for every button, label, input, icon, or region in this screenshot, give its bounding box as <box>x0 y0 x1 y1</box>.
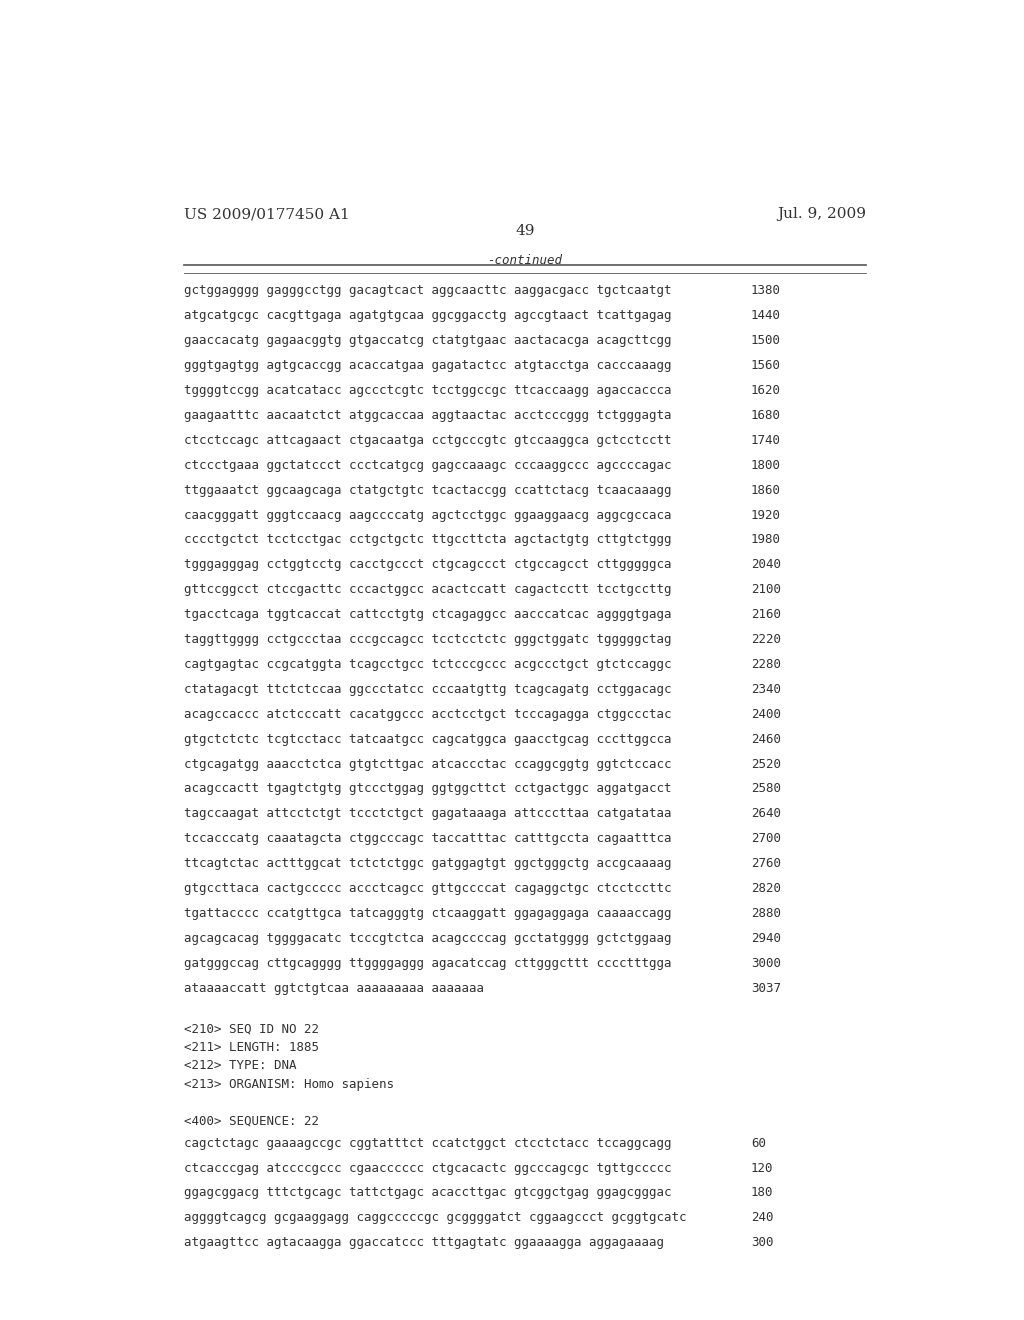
Text: 1740: 1740 <box>751 434 781 447</box>
Text: <211> LENGTH: 1885: <211> LENGTH: 1885 <box>183 1041 318 1055</box>
Text: 180: 180 <box>751 1187 773 1200</box>
Text: ctgcagatgg aaacctctca gtgtcttgac atcaccctac ccaggcggtg ggtctccacc: ctgcagatgg aaacctctca gtgtcttgac atcaccc… <box>183 758 671 771</box>
Text: agcagcacag tggggacatc tcccgtctca acagccccag gcctatgggg gctctggaag: agcagcacag tggggacatc tcccgtctca acagccc… <box>183 932 671 945</box>
Text: 2520: 2520 <box>751 758 781 771</box>
Text: gaagaatttc aacaatctct atggcaccaa aggtaactac acctcccggg tctgggagta: gaagaatttc aacaatctct atggcaccaa aggtaac… <box>183 409 671 422</box>
Text: gatgggccag cttgcagggg ttggggaggg agacatccag cttgggcttt cccctttgga: gatgggccag cttgcagggg ttggggaggg agacatc… <box>183 957 671 970</box>
Text: gtgctctctc tcgtcctacc tatcaatgcc cagcatggca gaacctgcag cccttggcca: gtgctctctc tcgtcctacc tatcaatgcc cagcatg… <box>183 733 671 746</box>
Text: gaaccacatg gagaacggtg gtgaccatcg ctatgtgaac aactacacga acagcttcgg: gaaccacatg gagaacggtg gtgaccatcg ctatgtg… <box>183 334 671 347</box>
Text: cagctctagc gaaaagccgc cggtatttct ccatctggct ctcctctacc tccaggcagg: cagctctagc gaaaagccgc cggtatttct ccatctg… <box>183 1137 671 1150</box>
Text: 120: 120 <box>751 1162 773 1175</box>
Text: 2760: 2760 <box>751 857 781 870</box>
Text: tgacctcaga tggtcaccat cattcctgtg ctcagaggcc aacccatcac aggggtgaga: tgacctcaga tggtcaccat cattcctgtg ctcagag… <box>183 609 671 622</box>
Text: 2580: 2580 <box>751 783 781 796</box>
Text: 1800: 1800 <box>751 459 781 471</box>
Text: 1560: 1560 <box>751 359 781 372</box>
Text: ataaaaccatt ggtctgtcaa aaaaaaaaa aaaaaaa: ataaaaccatt ggtctgtcaa aaaaaaaaa aaaaaaa <box>183 982 483 995</box>
Text: ttcagtctac actttggcat tctctctggc gatggagtgt ggctgggctg accgcaaaag: ttcagtctac actttggcat tctctctggc gatggag… <box>183 857 671 870</box>
Text: gggtgagtgg agtgcaccgg acaccatgaa gagatactcc atgtacctga cacccaaagg: gggtgagtgg agtgcaccgg acaccatgaa gagatac… <box>183 359 671 372</box>
Text: atgcatgcgc cacgttgaga agatgtgcaa ggcggacctg agccgtaact tcattgagag: atgcatgcgc cacgttgaga agatgtgcaa ggcggac… <box>183 309 671 322</box>
Text: 2820: 2820 <box>751 882 781 895</box>
Text: 1620: 1620 <box>751 384 781 397</box>
Text: atgaagttcc agtacaagga ggaccatccc tttgagtatc ggaaaagga aggagaaaag: atgaagttcc agtacaagga ggaccatccc tttgagt… <box>183 1237 664 1249</box>
Text: aggggtcagcg gcgaaggagg caggcccccgc gcggggatct cggaagccct gcggtgcatc: aggggtcagcg gcgaaggagg caggcccccgc gcggg… <box>183 1212 686 1225</box>
Text: ttggaaatct ggcaagcaga ctatgctgtc tcactaccgg ccattctacg tcaacaaagg: ttggaaatct ggcaagcaga ctatgctgtc tcactac… <box>183 483 671 496</box>
Text: 2040: 2040 <box>751 558 781 572</box>
Text: 2640: 2640 <box>751 808 781 820</box>
Text: 1440: 1440 <box>751 309 781 322</box>
Text: 1860: 1860 <box>751 483 781 496</box>
Text: 2160: 2160 <box>751 609 781 622</box>
Text: acagccactt tgagtctgtg gtccctggag ggtggcttct cctgactggc aggatgacct: acagccactt tgagtctgtg gtccctggag ggtggct… <box>183 783 671 796</box>
Text: 3000: 3000 <box>751 957 781 970</box>
Text: 300: 300 <box>751 1237 773 1249</box>
Text: 1680: 1680 <box>751 409 781 422</box>
Text: <213> ORGANISM: Homo sapiens: <213> ORGANISM: Homo sapiens <box>183 1077 393 1090</box>
Text: Jul. 9, 2009: Jul. 9, 2009 <box>777 207 866 222</box>
Text: ctcctccagc attcagaact ctgacaatga cctgcccgtc gtccaaggca gctcctcctt: ctcctccagc attcagaact ctgacaatga cctgccc… <box>183 434 671 447</box>
Text: 3037: 3037 <box>751 982 781 995</box>
Text: 2940: 2940 <box>751 932 781 945</box>
Text: taggttgggg cctgccctaa cccgccagcc tcctcctctc gggctggatc tgggggctag: taggttgggg cctgccctaa cccgccagcc tcctcct… <box>183 634 671 645</box>
Text: gttccggcct ctccgacttc cccactggcc acactccatt cagactcctt tcctgccttg: gttccggcct ctccgacttc cccactggcc acactcc… <box>183 583 671 597</box>
Text: tccacccatg caaatagcta ctggcccagc taccatttac catttgccta cagaatttca: tccacccatg caaatagcta ctggcccagc taccatt… <box>183 833 671 845</box>
Text: 2700: 2700 <box>751 833 781 845</box>
Text: 2880: 2880 <box>751 907 781 920</box>
Text: acagccaccc atctcccatt cacatggccc acctcctgct tcccagagga ctggccctac: acagccaccc atctcccatt cacatggccc acctcct… <box>183 708 671 721</box>
Text: <400> SEQUENCE: 22: <400> SEQUENCE: 22 <box>183 1114 318 1127</box>
Text: tggggtccgg acatcatacc agccctcgtc tcctggccgc ttcaccaagg agaccaccca: tggggtccgg acatcatacc agccctcgtc tcctggc… <box>183 384 671 397</box>
Text: 49: 49 <box>515 224 535 239</box>
Text: 60: 60 <box>751 1137 766 1150</box>
Text: 1500: 1500 <box>751 334 781 347</box>
Text: <212> TYPE: DNA: <212> TYPE: DNA <box>183 1060 296 1072</box>
Text: ctccctgaaa ggctatccct ccctcatgcg gagccaaagc cccaaggccc agccccagac: ctccctgaaa ggctatccct ccctcatgcg gagccaa… <box>183 459 671 471</box>
Text: ggagcggacg tttctgcagc tattctgagc acaccttgac gtcggctgag ggagcgggac: ggagcggacg tttctgcagc tattctgagc acacctt… <box>183 1187 671 1200</box>
Text: tgggagggag cctggtcctg cacctgccct ctgcagccct ctgccagcct cttgggggca: tgggagggag cctggtcctg cacctgccct ctgcagc… <box>183 558 671 572</box>
Text: tgattacccc ccatgttgca tatcagggtg ctcaaggatt ggagaggaga caaaaccagg: tgattacccc ccatgttgca tatcagggtg ctcaagg… <box>183 907 671 920</box>
Text: 1920: 1920 <box>751 508 781 521</box>
Text: 2460: 2460 <box>751 733 781 746</box>
Text: cccctgctct tcctcctgac cctgctgctc ttgccttcta agctactgtg cttgtctggg: cccctgctct tcctcctgac cctgctgctc ttgcctt… <box>183 533 671 546</box>
Text: ctcacccgag atccccgccc cgaacccccc ctgcacactc ggcccagcgc tgttgccccc: ctcacccgag atccccgccc cgaacccccc ctgcaca… <box>183 1162 671 1175</box>
Text: 2100: 2100 <box>751 583 781 597</box>
Text: 2340: 2340 <box>751 682 781 696</box>
Text: cagtgagtac ccgcatggta tcagcctgcc tctcccgccc acgccctgct gtctccaggc: cagtgagtac ccgcatggta tcagcctgcc tctcccg… <box>183 657 671 671</box>
Text: 2400: 2400 <box>751 708 781 721</box>
Text: gtgccttaca cactgccccc accctcagcc gttgccccat cagaggctgc ctcctccttc: gtgccttaca cactgccccc accctcagcc gttgccc… <box>183 882 671 895</box>
Text: 1380: 1380 <box>751 284 781 297</box>
Text: tagccaagat attcctctgt tccctctgct gagataaaga attcccttaa catgatataa: tagccaagat attcctctgt tccctctgct gagataa… <box>183 808 671 820</box>
Text: 240: 240 <box>751 1212 773 1225</box>
Text: 1980: 1980 <box>751 533 781 546</box>
Text: ctatagacgt ttctctccaa ggccctatcc cccaatgttg tcagcagatg cctggacagc: ctatagacgt ttctctccaa ggccctatcc cccaatg… <box>183 682 671 696</box>
Text: caacgggatt gggtccaacg aagccccatg agctcctggc ggaaggaacg aggcgccaca: caacgggatt gggtccaacg aagccccatg agctcct… <box>183 508 671 521</box>
Text: -continued: -continued <box>487 253 562 267</box>
Text: 2220: 2220 <box>751 634 781 645</box>
Text: 2280: 2280 <box>751 657 781 671</box>
Text: gctggagggg gagggcctgg gacagtcact aggcaacttc aaggacgacc tgctcaatgt: gctggagggg gagggcctgg gacagtcact aggcaac… <box>183 284 671 297</box>
Text: <210> SEQ ID NO 22: <210> SEQ ID NO 22 <box>183 1023 318 1036</box>
Text: US 2009/0177450 A1: US 2009/0177450 A1 <box>183 207 349 222</box>
